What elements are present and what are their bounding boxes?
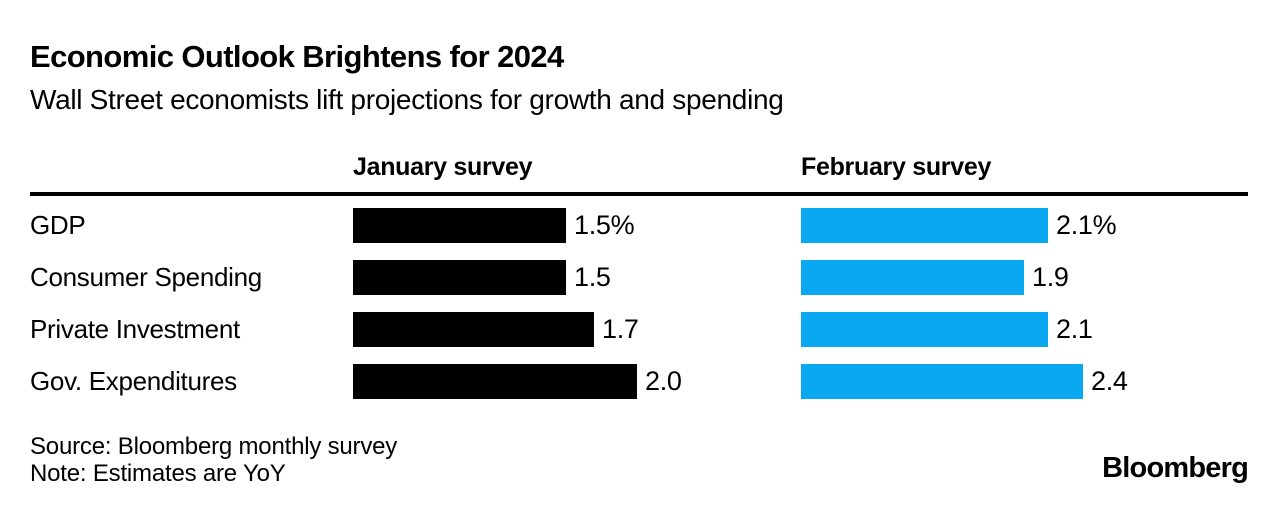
february-bar-value: 2.4 (1091, 365, 1128, 396)
source-note: Source: Bloomberg monthly survey (30, 433, 398, 460)
column-header-february: February survey (801, 153, 992, 181)
estimates-note: Note: Estimates are YoY (30, 460, 286, 487)
chart-row: GDP 1.5% 2.1% (30, 199, 1248, 251)
february-bar (801, 259, 1024, 295)
february-bar-cell: 2.4 (801, 363, 1248, 399)
chart-row: Private Investment 1.7 2.1 (30, 303, 1248, 355)
february-bar-value: 2.1% (1056, 209, 1117, 240)
chart-rows: GDP 1.5% 2.1% Consumer Spending 1.5 1.9 Privat… (30, 199, 1248, 407)
january-bar (353, 207, 566, 243)
february-bar (801, 207, 1048, 243)
chart-subtitle: Wall Street economists lift projections … (30, 84, 784, 115)
january-bar-cell: 1.7 (353, 311, 801, 347)
january-bar-cell: 1.5% (353, 207, 801, 243)
row-label: Private Investment (30, 313, 240, 344)
row-label: GDP (30, 209, 86, 240)
row-label: Consumer Spending (30, 261, 262, 292)
chart-title: Economic Outlook Brightens for 2024 (30, 39, 564, 74)
chart-row: Consumer Spending 1.5 1.9 (30, 251, 1248, 303)
bloomberg-logo: Bloomberg (1102, 452, 1249, 484)
chart-row: Gov. Expenditures 2.0 2.4 (30, 355, 1248, 407)
january-bar-value: 1.7 (602, 313, 639, 344)
january-bar-value: 1.5 (574, 261, 611, 292)
january-bar-cell: 1.5 (353, 259, 801, 295)
january-bar (353, 259, 566, 295)
january-bar-cell: 2.0 (353, 363, 801, 399)
january-bar (353, 311, 594, 347)
chart-footer: Source: Bloomberg monthly survey Note: E… (30, 433, 1249, 487)
february-bar-cell: 2.1 (801, 311, 1248, 347)
february-bar-cell: 1.9 (801, 259, 1248, 295)
footnotes: Source: Bloomberg monthly survey Note: E… (30, 433, 397, 487)
february-bar-value: 2.1 (1056, 313, 1093, 344)
february-bar (801, 311, 1048, 347)
january-bar-value: 1.5% (574, 209, 635, 240)
header-divider-rule (30, 192, 1248, 196)
column-header-january: January survey (353, 153, 533, 181)
column-headers: January survey February survey (30, 152, 1248, 182)
row-label: Gov. Expenditures (30, 365, 237, 396)
january-bar (353, 363, 637, 399)
february-bar-cell: 2.1% (801, 207, 1248, 243)
january-bar-value: 2.0 (645, 365, 682, 396)
february-bar-value: 1.9 (1032, 261, 1069, 292)
february-bar (801, 363, 1083, 399)
